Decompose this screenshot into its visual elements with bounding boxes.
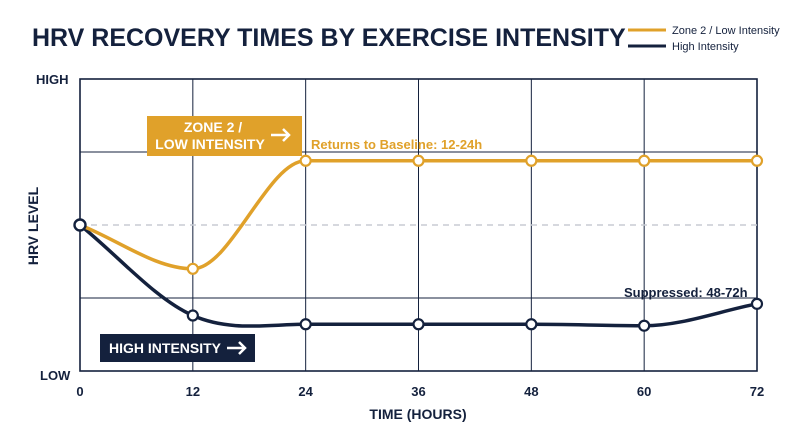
data-point-origin [73, 218, 87, 232]
data-point-high [638, 319, 651, 332]
zone2-box-line2: LOW INTENSITY [155, 136, 265, 152]
data-point-zone2 [525, 154, 538, 167]
data-point-zone2 [638, 154, 651, 167]
data-point-zone2 [299, 154, 312, 167]
x-tick-label: 72 [750, 384, 764, 399]
zone2-note: Returns to Baseline: 12-24h [311, 137, 482, 152]
series-points [73, 154, 764, 332]
chart-title: HRV RECOVERY TIMES BY EXERCISE INTENSITY [32, 24, 626, 52]
data-point-high [299, 318, 312, 331]
y-tick-low: LOW [40, 368, 71, 383]
x-tick-labels: 0 12 24 36 48 60 72 [76, 384, 764, 399]
arrow-right-icon [271, 128, 291, 142]
legend-label-zone2: Zone 2 / Low Intensity [672, 25, 780, 37]
high-annotation-box: HIGH INTENSITY [100, 334, 255, 362]
zone2-annotation-box: ZONE 2 / LOW INTENSITY [147, 116, 302, 156]
data-point-zone2 [750, 154, 764, 167]
high-box-label: HIGH INTENSITY [109, 340, 222, 356]
x-tick-label: 0 [76, 384, 83, 399]
x-tick-label: 60 [637, 384, 651, 399]
data-point-high [186, 309, 199, 322]
data-point-zone2 [186, 262, 199, 275]
legend: Zone 2 / Low Intensity High Intensity [628, 25, 780, 53]
y-axis-label: HRV LEVEL [25, 186, 41, 265]
x-tick-label: 48 [524, 384, 538, 399]
data-point-high [750, 297, 764, 310]
data-point-high [412, 318, 425, 331]
data-point-zone2 [412, 154, 425, 167]
legend-label-high: High Intensity [672, 41, 739, 53]
high-note: Suppressed: 48-72h [624, 285, 748, 300]
x-tick-label: 36 [411, 384, 425, 399]
x-tick-label: 12 [186, 384, 200, 399]
data-point-high [525, 318, 538, 331]
x-axis-label: TIME (HOURS) [369, 406, 466, 422]
x-tick-label: 24 [298, 384, 313, 399]
zone2-box-line1: ZONE 2 / [184, 119, 242, 135]
arrow-right-icon [227, 341, 247, 355]
y-tick-high: HIGH [36, 72, 69, 87]
